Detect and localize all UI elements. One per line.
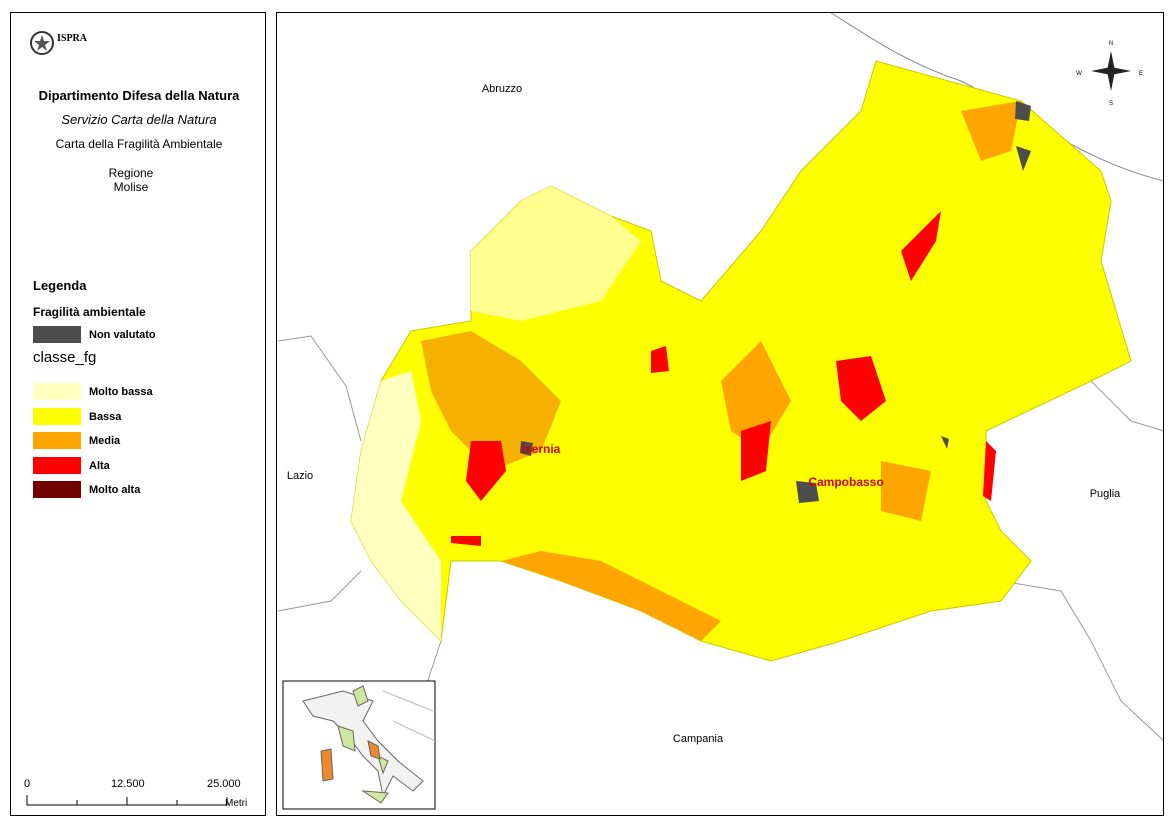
side-panel: ISPRA Dipartimento Difesa della Natura S… <box>10 12 266 816</box>
compass: N W E S <box>1076 41 1143 107</box>
legend-label: Media <box>89 435 121 447</box>
map-layers <box>277 13 1163 782</box>
legend-label: Bassa <box>89 410 122 423</box>
city-label: Campobasso <box>808 475 883 489</box>
zone-very-low <box>351 371 441 641</box>
map: Abruzzo Lazio Puglia Campania Isernia Ca… <box>277 13 1163 810</box>
legend-swatch <box>33 456 81 474</box>
neighbor-label: Puglia <box>1090 488 1121 500</box>
legend-swatch <box>33 432 81 449</box>
map-labels: Abruzzo Lazio Puglia Campania Isernia Ca… <box>287 41 1143 745</box>
compass-label: E <box>1139 71 1143 77</box>
scale-bar <box>26 795 228 806</box>
region-name: Molise <box>113 180 149 194</box>
logo-emblem <box>30 31 54 55</box>
scale-tick-label: 0 <box>24 778 31 790</box>
zone-medium <box>421 331 561 471</box>
legend-subtitle: Fragilità ambientale <box>33 305 146 319</box>
neighbor-label: Lazio <box>287 470 313 482</box>
legend-title: Legenda <box>33 278 87 293</box>
compass-label: W <box>1076 71 1082 77</box>
service: Servizio Carta della Natura <box>61 112 217 127</box>
legend-swatch <box>33 326 81 343</box>
legend-label: Molto bassa <box>89 386 153 398</box>
legend-swatch <box>33 407 81 425</box>
legend-swatch <box>33 481 81 498</box>
legend-swatch <box>33 383 81 400</box>
compass-label: S <box>1109 101 1113 107</box>
zone-medium <box>721 101 1021 521</box>
neighbor-label: Campania <box>673 733 724 745</box>
legend-label: Alta <box>89 459 110 472</box>
legend-label: Non valutato <box>89 329 156 341</box>
map-panel: Abruzzo Lazio Puglia Campania Isernia Ca… <box>276 12 1164 816</box>
scale-tick-label: 25.000 <box>207 778 241 790</box>
city-label: Isernia <box>522 442 561 456</box>
scale-tick-label: 12.500 <box>111 778 145 790</box>
logo-text: ISPRA <box>57 33 88 44</box>
department: Dipartimento Difesa della Natura <box>38 88 240 103</box>
compass-label: N <box>1109 41 1113 47</box>
scale-unit: Metri <box>225 798 248 809</box>
zone-medium <box>501 551 721 641</box>
inset-map <box>282 680 436 810</box>
map-title: Carta della Fragilità Ambientale <box>55 137 223 151</box>
neighbor-label: Abruzzo <box>482 83 522 95</box>
region-label: Regione <box>108 166 154 180</box>
legend-field: classe_fg <box>33 349 97 366</box>
coastline <box>830 13 1163 182</box>
zone-very-low <box>471 186 641 321</box>
legend-label: Molto alta <box>89 484 141 496</box>
